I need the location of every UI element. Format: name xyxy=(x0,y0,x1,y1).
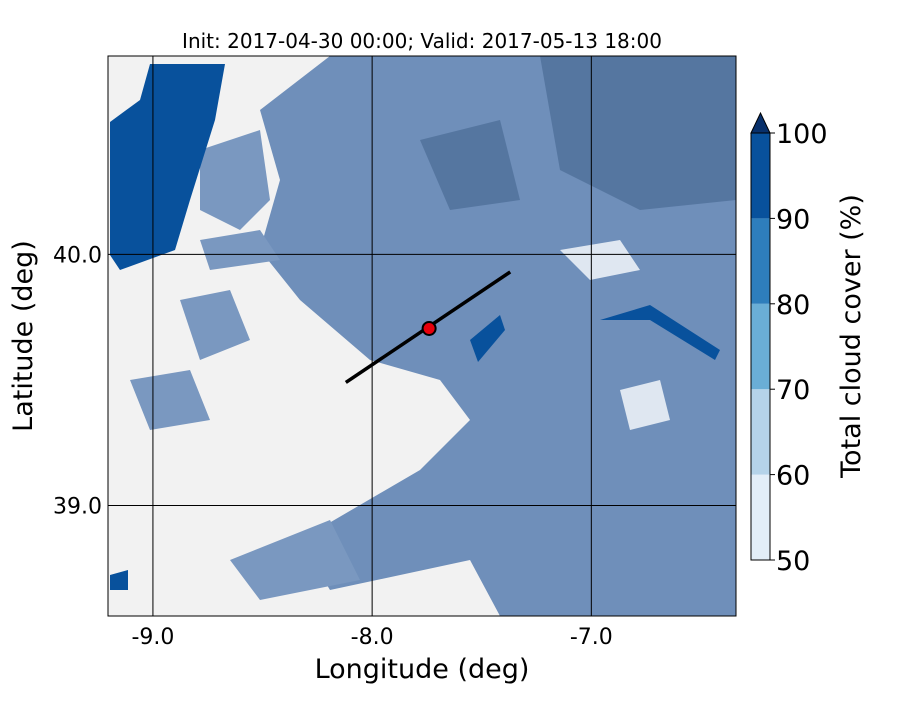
graticule xyxy=(108,56,736,616)
map-field xyxy=(108,56,736,616)
cloud-patch xyxy=(130,130,360,600)
x-tick-label: -8.0 xyxy=(351,625,394,650)
map-title: Init: 2017-04-30 00:00; Valid: 2017-05-1… xyxy=(182,29,662,53)
colorbar-segment xyxy=(751,389,770,475)
colorbar-tick-label: 90 xyxy=(776,204,810,235)
y-axis-label: Latitude (deg) xyxy=(8,240,39,432)
overcast-area xyxy=(110,64,225,270)
colorbar-extend xyxy=(750,111,771,134)
colorbar-segment xyxy=(751,218,770,304)
x-tick-label: -7.0 xyxy=(570,625,613,650)
dense-cloud xyxy=(420,56,736,210)
colorbar-frame xyxy=(750,132,771,561)
colorbar-tick-label: 100 xyxy=(776,119,828,150)
colorbar-tick-label: 50 xyxy=(776,546,810,577)
colorbar-tick-label: 80 xyxy=(776,290,810,321)
x-axis-label: Longitude (deg) xyxy=(315,654,530,685)
colorbar-label: Total cloud cover (%) xyxy=(836,194,867,479)
cloud-gap xyxy=(560,240,670,430)
y-tick-label: 40.0 xyxy=(53,243,102,268)
location-marker xyxy=(421,320,437,336)
x-tick-label: -9.0 xyxy=(131,625,174,650)
plot-frame xyxy=(107,55,737,617)
y-tick-label: 39.0 xyxy=(53,495,102,520)
colorbar-segment xyxy=(751,474,770,560)
colorbar-tick-label: 70 xyxy=(776,375,810,406)
colorbar-segment xyxy=(751,303,770,390)
colorbar-tick-label: 60 xyxy=(776,461,810,492)
colorbar-segment xyxy=(751,133,770,219)
